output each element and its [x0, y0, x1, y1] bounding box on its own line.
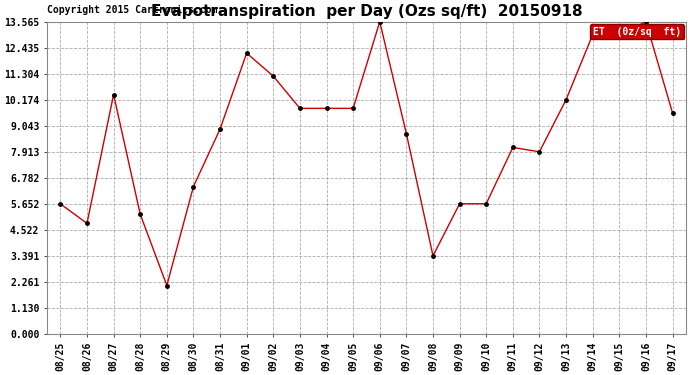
Title: Evapotranspiration  per Day (Ozs sq/ft)  20150918: Evapotranspiration per Day (Ozs sq/ft) 2… — [150, 4, 582, 19]
Text: Copyright 2015 Cartronics.com: Copyright 2015 Cartronics.com — [47, 6, 217, 15]
Legend: ET  (0z/sq  ft): ET (0z/sq ft) — [590, 24, 684, 39]
